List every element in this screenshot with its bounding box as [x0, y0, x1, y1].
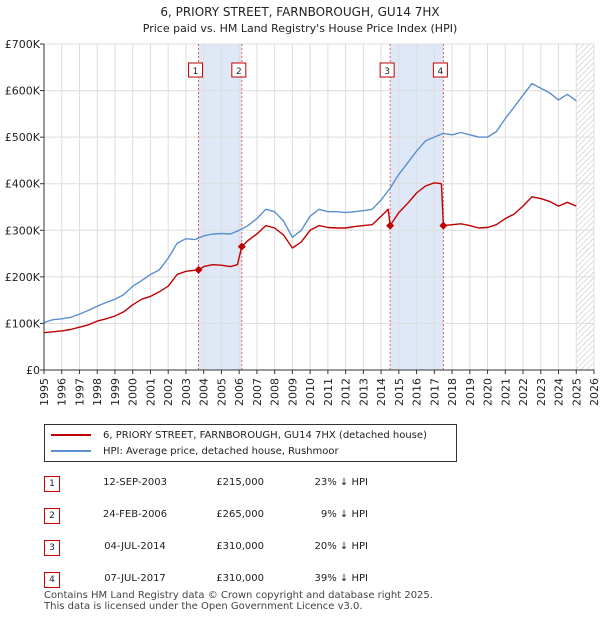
- y-tick-label: £300K: [5, 224, 41, 237]
- sale-point: [237, 242, 246, 251]
- x-tick-label: 1998: [91, 378, 104, 406]
- x-tick-label: 2025: [570, 378, 583, 406]
- transaction-hpi: 9% ↓ HPI: [320, 509, 368, 520]
- y-tick-label: £700K: [5, 38, 41, 51]
- x-tick-label: 2021: [499, 378, 512, 406]
- legend-swatch-hpi: [51, 450, 91, 452]
- sale-label-box: [231, 62, 247, 78]
- x-tick-label: 2019: [464, 378, 477, 406]
- x-tick-label: 2014: [375, 378, 388, 406]
- x-tick-label: 2026: [588, 378, 600, 406]
- x-tick-label: 2004: [198, 378, 211, 406]
- x-tick-label: 2022: [517, 378, 530, 406]
- x-tick-label: 2009: [286, 378, 299, 406]
- chart-subtitle: Price paid vs. HM Land Registry's House …: [143, 22, 458, 35]
- x-tick-label: 2011: [322, 378, 335, 406]
- footer-copyright: Contains HM Land Registry data © Crown c…: [44, 590, 433, 601]
- y-tick-label: £0: [26, 364, 40, 377]
- price-chart: 6, PRIORY STREET, FARNBOROUGH, GU14 7HX …: [5, 5, 600, 406]
- x-tick-label: 1997: [73, 378, 86, 406]
- y-tick-label: £100K: [5, 317, 41, 330]
- x-tick-label: 2023: [535, 378, 548, 406]
- x-tick-label: 2013: [357, 378, 370, 406]
- transaction-price: £310,000: [216, 541, 264, 552]
- legend-label-property: 6, PRIORY STREET, FARNBOROUGH, GU14 7HX …: [103, 429, 427, 441]
- sale-point: [194, 265, 203, 274]
- y-tick-label: £400K: [5, 178, 41, 191]
- legend-swatch-property: [51, 434, 91, 436]
- transaction-price: £215,000: [216, 477, 264, 488]
- x-tick-label: 2006: [233, 378, 246, 406]
- x-tick-label: 2012: [340, 378, 353, 406]
- transaction-date: 04-JUL-2014: [104, 541, 166, 552]
- transaction-number: 3: [44, 540, 60, 556]
- transaction-price: £265,000: [216, 509, 264, 520]
- y-tick-label: £500K: [5, 131, 41, 144]
- x-tick-label: 2018: [446, 378, 459, 406]
- property-series-line: [43, 182, 577, 334]
- forecast-hatch: [576, 44, 594, 370]
- x-tick-label: 1995: [38, 378, 51, 406]
- x-tick-label: 2016: [411, 378, 424, 406]
- x-tick-label: 2000: [127, 378, 140, 406]
- table-row: 2 24-FEB-2006 £265,000 9% ↓ HPI: [44, 504, 404, 536]
- y-tick-label: £600K: [5, 85, 41, 98]
- sale-period-shade: [198, 44, 242, 370]
- x-tick-label: 2010: [304, 378, 317, 406]
- chart-title: 6, PRIORY STREET, FARNBOROUGH, GU14 7HX: [160, 5, 439, 19]
- transaction-date: 12-SEP-2003: [103, 477, 167, 488]
- sale-label-box: [188, 62, 204, 78]
- table-row: 1 12-SEP-2003 £215,000 23% ↓ HPI: [44, 472, 404, 504]
- sale-label: 1: [193, 67, 199, 77]
- table-row: 3 04-JUL-2014 £310,000 20% ↓ HPI: [44, 536, 404, 568]
- x-tick-label: 2024: [553, 378, 566, 406]
- transaction-hpi: 23% ↓ HPI: [314, 477, 368, 488]
- transaction-number: 2: [44, 508, 60, 524]
- x-tick-label: 2017: [428, 378, 441, 406]
- x-tick-label: 2015: [393, 378, 406, 406]
- transaction-hpi: 20% ↓ HPI: [314, 541, 368, 552]
- sale-label: 3: [384, 67, 390, 77]
- x-tick-label: 2001: [144, 378, 157, 406]
- transaction-number: 4: [44, 572, 60, 588]
- x-tick-label: 2003: [180, 378, 193, 406]
- transaction-date: 07-JUL-2017: [104, 573, 166, 584]
- hpi-series-line: [43, 82, 577, 324]
- legend-label-hpi: HPI: Average price, detached house, Rush…: [103, 445, 339, 457]
- sale-label: 2: [236, 67, 242, 77]
- transaction-price: £310,000: [216, 573, 264, 584]
- sale-label-box: [432, 62, 448, 78]
- x-tick-label: 2008: [269, 378, 282, 406]
- legend: 6, PRIORY STREET, FARNBOROUGH, GU14 7HX …: [44, 424, 457, 462]
- x-tick-label: 2007: [251, 378, 264, 406]
- transactions-table: 1 12-SEP-2003 £215,000 23% ↓ HPI 2 24-FE…: [44, 472, 404, 600]
- x-tick-label: 2002: [162, 378, 175, 406]
- x-tick-label: 2005: [215, 378, 228, 406]
- x-tick-label: 1999: [109, 378, 122, 406]
- transaction-number: 1: [44, 476, 60, 492]
- footer-licence: This data is licensed under the Open Gov…: [44, 601, 363, 612]
- sale-point: [386, 221, 395, 230]
- transaction-hpi: 39% ↓ HPI: [314, 573, 368, 584]
- x-tick-label: 1996: [56, 378, 69, 406]
- sale-label-box: [379, 62, 395, 78]
- transaction-date: 24-FEB-2006: [102, 509, 168, 520]
- footer: Contains HM Land Registry data © Crown c…: [44, 590, 433, 612]
- legend-item-hpi: HPI: Average price, detached house, Rush…: [51, 443, 339, 459]
- sale-point: [439, 221, 448, 230]
- plot-area: [44, 44, 594, 370]
- y-tick-label: £200K: [5, 271, 41, 284]
- sale-label: 4: [438, 67, 444, 77]
- legend-item-property: 6, PRIORY STREET, FARNBOROUGH, GU14 7HX …: [51, 427, 427, 443]
- x-tick-label: 2020: [482, 378, 495, 406]
- table-row: 4 07-JUL-2017 £310,000 39% ↓ HPI: [44, 568, 404, 600]
